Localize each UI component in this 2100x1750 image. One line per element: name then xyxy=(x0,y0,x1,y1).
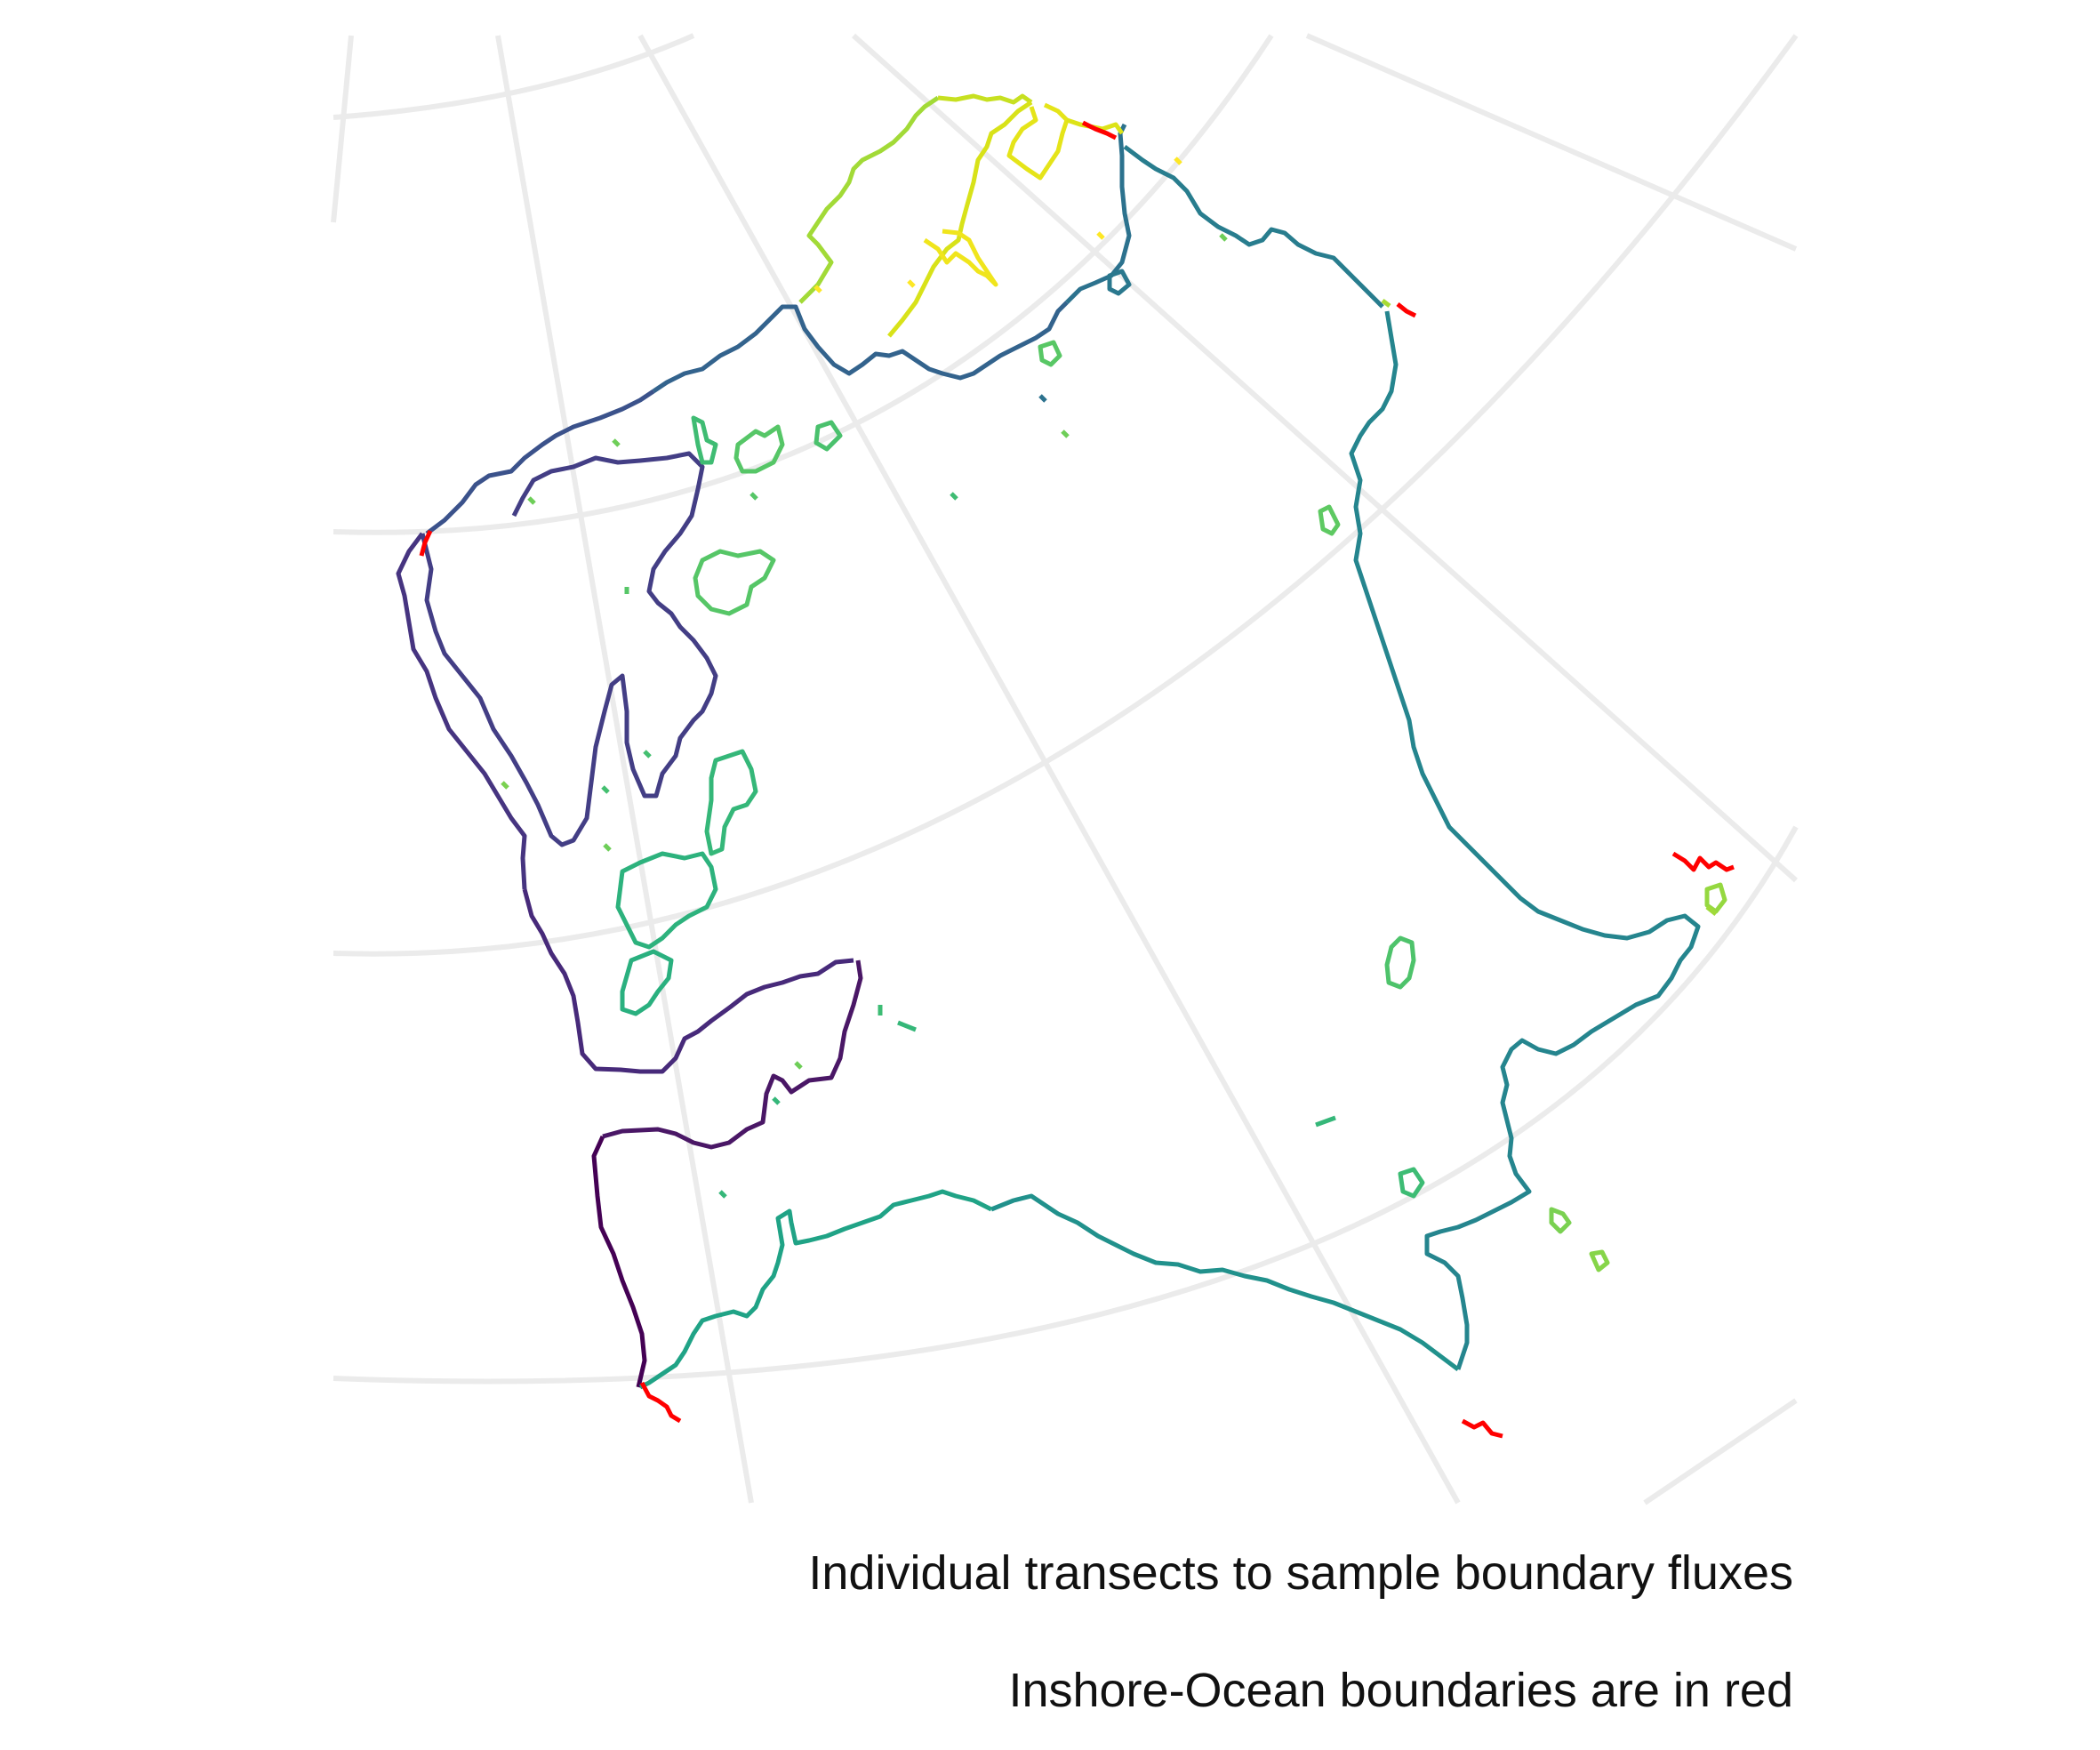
transect-island xyxy=(733,424,785,474)
transect-speck xyxy=(1174,157,1182,165)
caption-ocean-boundaries: Inshore-Ocean boundaries are in red xyxy=(1008,1664,1793,1717)
transect-island xyxy=(1038,340,1062,367)
transect-line xyxy=(522,888,854,1074)
graticule-meridian xyxy=(637,34,1461,1505)
graticule-parallel xyxy=(333,825,1799,1385)
transect-speck xyxy=(601,785,610,794)
transect-speck xyxy=(1381,299,1391,308)
ocean-boundary-segment xyxy=(1461,1418,1503,1439)
graticule-meridian xyxy=(1305,33,1798,252)
transect-speck xyxy=(1061,429,1070,438)
transects xyxy=(396,93,1727,1390)
transect-line xyxy=(1349,310,1701,1370)
ocean-boundary-segment xyxy=(1396,302,1417,318)
transect-line xyxy=(923,229,998,287)
transect-speck xyxy=(643,750,652,759)
transect-island xyxy=(1589,1249,1610,1272)
transect-line xyxy=(638,1189,993,1390)
transect-line xyxy=(420,451,718,847)
transect-island xyxy=(814,420,843,452)
graticule-parallel xyxy=(333,33,695,120)
inshore-ocean-boundaries xyxy=(419,120,1735,1439)
transect-line xyxy=(425,389,655,535)
transect-island xyxy=(1107,269,1132,296)
transect-line xyxy=(887,100,1033,338)
transect-line xyxy=(591,1135,647,1388)
graticule-meridian xyxy=(331,35,354,223)
transect-line xyxy=(1006,102,1070,181)
transect-line xyxy=(1066,117,1125,135)
transect-line xyxy=(798,95,940,304)
transect-island xyxy=(620,949,674,1016)
graticule-parallel xyxy=(1643,1398,1798,1505)
transect-speck xyxy=(603,843,612,852)
transect-speck xyxy=(718,1190,727,1199)
transect-speck xyxy=(772,1096,781,1105)
transect-island xyxy=(1384,935,1416,990)
transect-line xyxy=(937,93,1033,105)
transect-island xyxy=(1318,504,1341,536)
ocean-boundary-segment xyxy=(419,529,433,557)
graticule-meridian xyxy=(851,33,1799,883)
transect-speck xyxy=(814,285,822,293)
transect-island xyxy=(615,851,718,950)
transect-line xyxy=(1065,123,1132,304)
ocean-boundary-segment xyxy=(1671,851,1735,872)
ocean-boundary-segment xyxy=(1081,120,1118,140)
transect-line xyxy=(1123,145,1384,309)
transect-speck xyxy=(907,279,916,288)
transect-speck xyxy=(1038,394,1047,403)
transect-speck xyxy=(1705,905,1718,916)
transect-speck xyxy=(897,1020,917,1032)
transect-island xyxy=(693,549,776,616)
transect-speck xyxy=(527,496,536,505)
transect-speck xyxy=(794,1061,803,1070)
transect-line xyxy=(652,301,1069,394)
ocean-boundary-segment xyxy=(639,1381,682,1424)
transect-speck xyxy=(950,492,958,501)
transect-speck xyxy=(1096,231,1105,240)
transect-line xyxy=(602,959,863,1150)
transect-speck xyxy=(1315,1115,1336,1128)
transect-speck xyxy=(501,781,509,790)
transect-island xyxy=(1398,1167,1425,1199)
transect-island xyxy=(1704,882,1727,914)
transect-speck xyxy=(612,438,621,447)
graticule-parallel xyxy=(333,34,1799,957)
transect-speck xyxy=(749,492,758,501)
transect-island xyxy=(704,749,758,856)
graticule-parallel xyxy=(333,34,1274,535)
graticule-meridian xyxy=(495,35,754,1504)
graticule xyxy=(331,33,1799,1505)
transect-island xyxy=(1549,1207,1572,1234)
transect-line xyxy=(396,532,527,890)
caption-transects: Individual transects to sample boundary … xyxy=(808,1546,1793,1600)
transect-line xyxy=(990,1193,1460,1371)
transect-island xyxy=(691,415,718,465)
transect-speck xyxy=(1219,233,1228,242)
